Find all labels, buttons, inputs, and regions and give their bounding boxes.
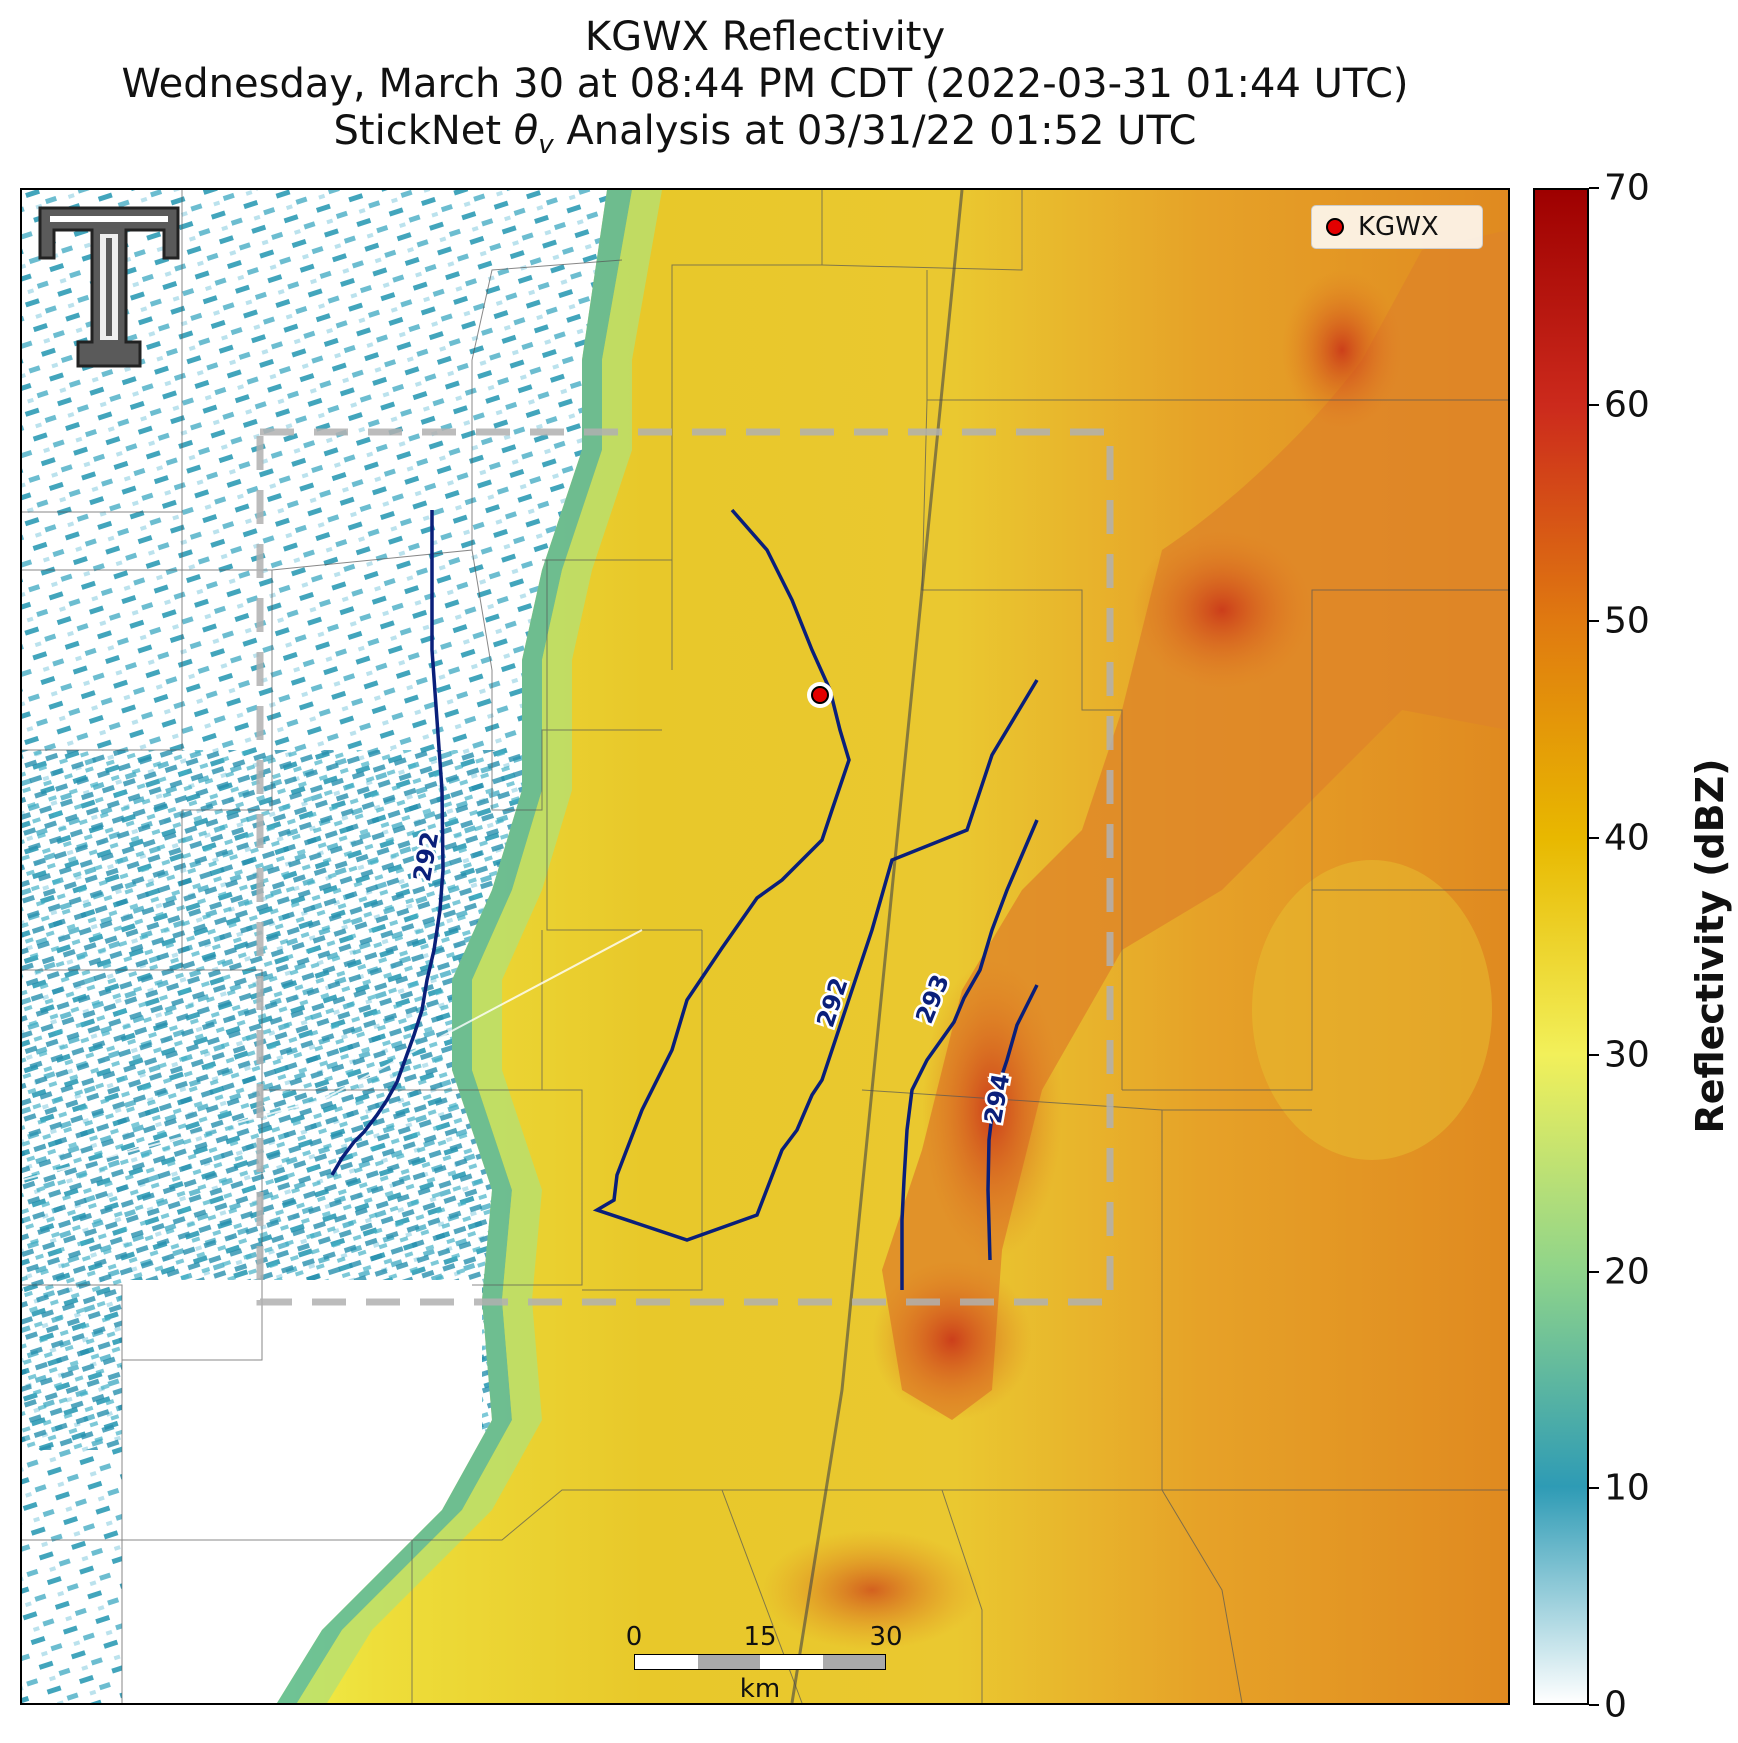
radar-beam-blockage: [22, 929, 643, 1181]
colorbar-tick-label: 10: [1604, 1467, 1650, 1509]
storm-core-4: [1282, 270, 1402, 430]
colorbar-tick-mark: [1589, 403, 1599, 406]
colorbar-title: Reflectivity (dBZ): [1688, 758, 1732, 1134]
convective-line: [882, 230, 1508, 1420]
colorbar-tick-mark: [1589, 187, 1599, 189]
legend-label: KGWX: [1358, 212, 1439, 242]
leading-edge-band: [277, 190, 632, 1703]
theta-symbol: θ: [513, 108, 539, 154]
moderate-echo-east: [1252, 860, 1492, 1160]
scale-tick-0: 0: [625, 1622, 643, 1652]
colorbar-tick-label: 60: [1604, 384, 1650, 426]
colorbar-tick-label: 30: [1604, 1034, 1650, 1076]
storm-core-3: [1132, 530, 1312, 690]
storm-core-5: [762, 1530, 982, 1650]
reflectivity-colorbar: [1533, 188, 1589, 1705]
colorbar-tick-label: 70: [1604, 167, 1650, 209]
colorbar-tick-label: 40: [1604, 817, 1650, 859]
figure-title: KGWX Reflectivity Wednesday, March 30 at…: [0, 14, 1530, 169]
scale-tick-30: 30: [869, 1622, 903, 1652]
legend-marker-icon: [1326, 218, 1344, 236]
title-line-3: StickNet θv Analysis at 03/31/22 01:52 U…: [0, 108, 1530, 169]
county-boundaries: [22, 190, 1508, 1703]
scale-bar-segments: [634, 1654, 886, 1670]
contour-293: [900, 819, 1039, 1290]
scale-unit: km: [739, 1674, 781, 1704]
highway: [790, 190, 964, 1703]
colorbar-tick-mark: [1589, 1270, 1599, 1273]
kgwx-radar-marker: [811, 686, 829, 704]
contour-292-west: [330, 510, 445, 1176]
colorbar-tick-mark: [1589, 1704, 1599, 1706]
storm-core-2: [872, 1260, 1032, 1420]
radar-map: 292 292 293 294: [20, 188, 1510, 1705]
colorbar-tick-label: 50: [1604, 600, 1650, 642]
colorbar-tick-mark: [1589, 1053, 1599, 1056]
title-line-2: Wednesday, March 30 at 08:44 PM CDT (202…: [121, 61, 1409, 107]
radar-map-canvas: 292 292 293 294: [22, 190, 1508, 1703]
colorbar-tick-label: 20: [1604, 1251, 1650, 1293]
leading-edge-light-band: [297, 190, 662, 1703]
colorbar-tick-mark: [1589, 620, 1599, 623]
colorbar-tick-mark: [1589, 1487, 1599, 1490]
contour-292-east: [592, 508, 1039, 1242]
title-line-1: KGWX Reflectivity: [584, 14, 946, 60]
title-line-3-prefix: StickNet: [333, 108, 514, 154]
map-legend: KGWX: [1311, 205, 1483, 249]
theta-v-contours: [330, 508, 1039, 1290]
colorbar-tick-label: 0: [1604, 1684, 1627, 1726]
contour-294: [986, 984, 1039, 1261]
scale-tick-15: 15: [743, 1622, 777, 1652]
theta-subscript: v: [538, 130, 554, 160]
title-line-3-suffix: Analysis at 03/31/22 01:52 UTC: [553, 108, 1197, 154]
texas-tech-logo: [38, 206, 180, 368]
colorbar-tick-mark: [1589, 837, 1599, 840]
